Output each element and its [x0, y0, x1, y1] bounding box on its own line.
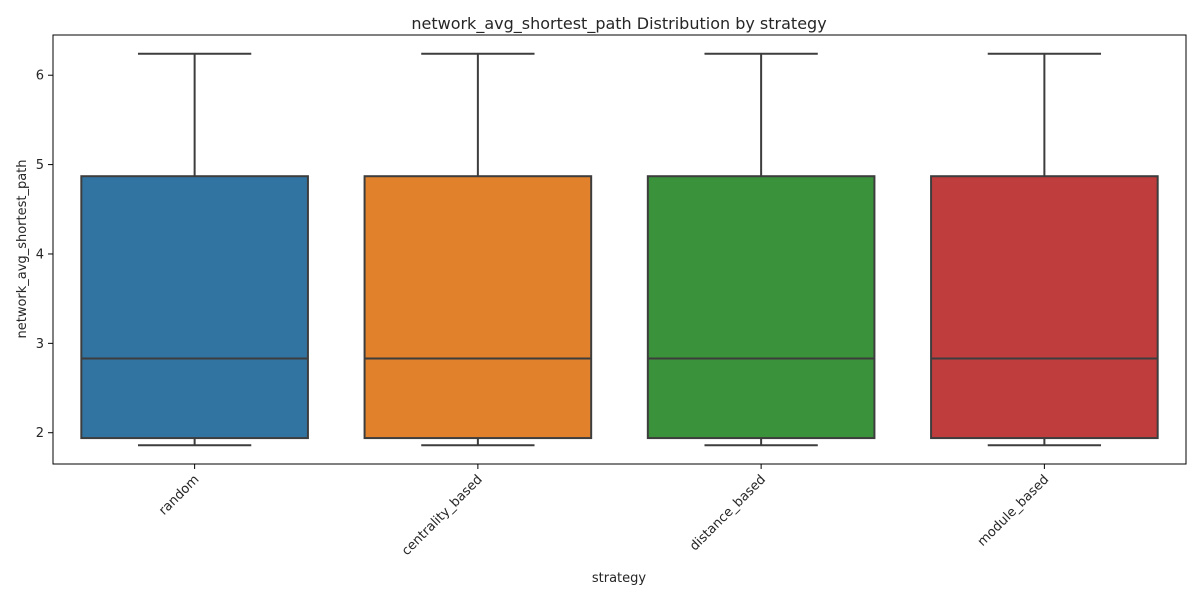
box-distance_based	[646, 52, 876, 447]
box-random	[80, 52, 309, 447]
iqr-box	[80, 175, 309, 440]
chart-title: network_avg_shortest_path Distribution b…	[411, 14, 826, 34]
y-tick-label: 5	[36, 158, 44, 173]
y-axis: 2 3 4 5 6	[36, 69, 53, 441]
y-tick-label: 2	[36, 426, 44, 441]
x-tick-label: random	[156, 472, 202, 518]
y-tick-label: 3	[36, 337, 44, 352]
y-tick-label: 6	[36, 69, 44, 84]
x-tick-label: centrality_based	[399, 472, 486, 559]
iqr-box	[363, 175, 593, 440]
iqr-box	[646, 175, 876, 440]
plot-frame	[52, 34, 1187, 465]
x-axis: random centrality_based distance_based modu…	[156, 464, 1052, 559]
x-tick-label: distance_based	[687, 472, 769, 554]
iqr-box	[930, 175, 1159, 440]
x-axis-label: strategy	[592, 571, 647, 586]
y-tick-label: 4	[36, 247, 44, 262]
box-centrality_based	[363, 52, 593, 447]
y-axis-label: network_avg_shortest_path	[15, 159, 30, 338]
plot-area	[80, 52, 1159, 447]
x-tick-label: module_based	[975, 472, 1052, 549]
box-module_based	[930, 52, 1159, 447]
